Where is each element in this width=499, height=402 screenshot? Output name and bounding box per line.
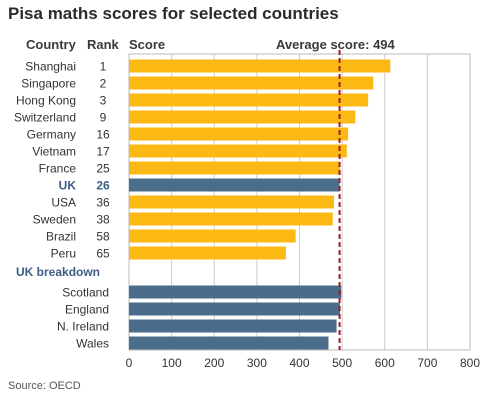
- x-tick-label: 700: [417, 356, 437, 370]
- bar: [129, 212, 333, 226]
- rank-label: 1: [100, 60, 107, 74]
- country-label: UK: [59, 179, 77, 193]
- country-label: Switzerland: [14, 111, 76, 125]
- rank-label: 26: [96, 179, 110, 193]
- breakdown-label: England: [65, 303, 109, 317]
- country-label: France: [39, 162, 77, 176]
- source-note: Source: OECD: [8, 380, 81, 392]
- rank-label: 3: [100, 94, 107, 108]
- bar: [129, 110, 356, 124]
- country-label: Sweden: [33, 213, 76, 227]
- rank-column-header: Rank: [87, 37, 119, 52]
- bar: [129, 285, 342, 299]
- bar: [129, 319, 337, 333]
- breakdown-label: Wales: [76, 337, 109, 351]
- rank-label: 9: [100, 111, 107, 125]
- country-label: Shanghai: [25, 60, 76, 74]
- x-tick-label: 0: [126, 356, 133, 370]
- x-tick-label: 500: [332, 356, 352, 370]
- bar: [129, 302, 340, 316]
- rank-label: 2: [100, 77, 107, 91]
- chart-title: Pisa maths scores for selected countries: [8, 4, 339, 23]
- uk-breakdown-heading: UK breakdown: [16, 265, 100, 279]
- country-label: Peru: [51, 247, 76, 261]
- x-tick-label: 300: [247, 356, 267, 370]
- bar: [129, 144, 347, 158]
- x-tick-label: 600: [375, 356, 395, 370]
- score-column-header: Score: [129, 37, 166, 52]
- country-column-header: Country: [26, 37, 76, 52]
- breakdown-label: Scotland: [62, 286, 109, 300]
- bar: [129, 229, 296, 243]
- bar: [129, 127, 349, 141]
- x-tick-label: 800: [460, 356, 480, 370]
- x-tick-label: 400: [289, 356, 309, 370]
- country-label: Hong Kong: [16, 94, 76, 108]
- bar: [129, 195, 335, 209]
- rank-label: 25: [96, 162, 110, 176]
- bar: [129, 76, 374, 90]
- rank-label: 17: [96, 145, 110, 159]
- x-tick-label: 100: [162, 356, 182, 370]
- rank-label: 16: [96, 128, 110, 142]
- bar: [129, 161, 340, 175]
- breakdown-label: N. Ireland: [57, 320, 109, 334]
- rank-label: 58: [96, 230, 110, 244]
- rank-label: 38: [96, 213, 110, 227]
- bar: [129, 178, 340, 192]
- country-label: Germany: [27, 128, 76, 142]
- x-tick-label: 200: [204, 356, 224, 370]
- country-label: Vietnam: [32, 145, 76, 159]
- bar: [129, 93, 369, 107]
- bar: [129, 59, 391, 73]
- rank-label: 36: [96, 196, 110, 210]
- country-label: Brazil: [46, 230, 76, 244]
- bar: [129, 246, 286, 260]
- average-score-label: Average score: 494: [276, 37, 395, 52]
- country-label: Singapore: [21, 77, 76, 91]
- rank-label: 65: [96, 247, 110, 261]
- country-label: USA: [51, 196, 76, 210]
- bar: [129, 336, 329, 350]
